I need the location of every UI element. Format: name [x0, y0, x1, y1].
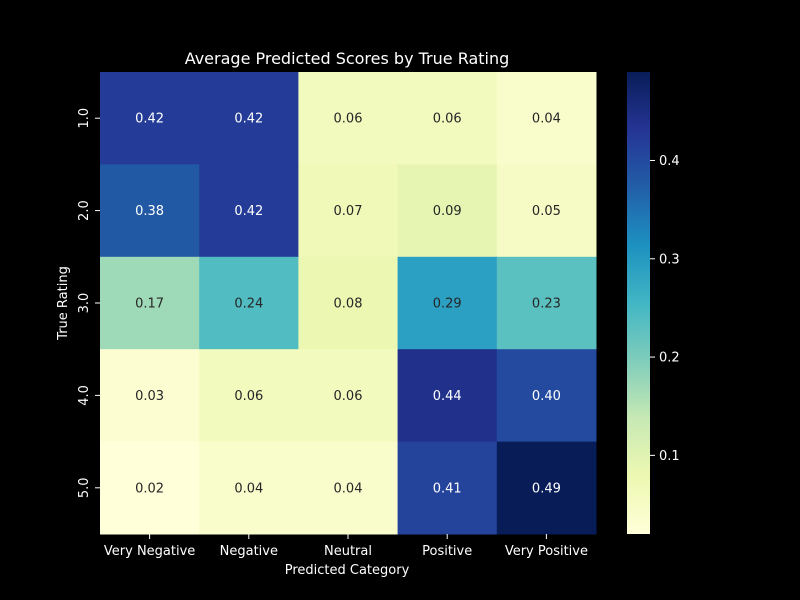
heatmap-cell [199, 72, 299, 165]
colorbar-tick-label: 0.4 [659, 154, 680, 169]
cell-value-label: 0.04 [234, 481, 263, 496]
cell-value-label: 0.02 [135, 481, 164, 496]
heatmap-cell [199, 256, 299, 350]
heatmap-cell [397, 164, 498, 258]
heatmap-cell [100, 72, 200, 165]
cell-value-label: 0.06 [334, 389, 363, 404]
heatmap-cell [199, 164, 299, 258]
heatmap-cell [496, 72, 597, 165]
x-axis: Very Negative Negative Neutral Positive Very… [104, 534, 588, 559]
heatmap-cell [298, 349, 399, 443]
colorbar-gradient [627, 72, 650, 534]
x-tick-label: Neutral [324, 544, 372, 559]
x-tick-label: Negative [220, 544, 278, 559]
y-tick-label: 5.0 [77, 477, 92, 498]
y-axis-label: True Rating [56, 266, 71, 341]
y-tick-label: 4.0 [77, 385, 92, 406]
colorbar-tick-label: 0.1 [659, 449, 680, 464]
cell-value-label: 0.38 [135, 204, 164, 219]
x-tick-label: Very Positive [505, 544, 588, 559]
cell-value-label: 0.04 [334, 481, 363, 496]
heatmap-cell [496, 349, 597, 443]
x-tick-label: Positive [422, 544, 472, 559]
heatmap-cell [199, 441, 299, 535]
colorbar-tick-label: 0.2 [659, 351, 680, 366]
cell-value-label: 0.17 [135, 297, 164, 312]
cell-value-label: 0.07 [334, 204, 363, 219]
y-axis: 1.0 2.0 3.0 4.0 5.0 [77, 108, 100, 498]
heatmap-cell [298, 441, 399, 535]
y-tick-label: 3.0 [77, 293, 92, 314]
cell-value-label: 0.49 [532, 481, 561, 496]
cell-value-label: 0.06 [234, 389, 263, 404]
cell-value-label: 0.42 [135, 112, 164, 127]
cell-value-label: 0.04 [532, 112, 561, 127]
cell-value-label: 0.40 [532, 389, 561, 404]
y-tick-label: 1.0 [77, 108, 92, 129]
heatmap-cell [397, 441, 498, 535]
colorbar: 0.1 0.2 0.3 0.4 [627, 72, 680, 534]
cell-value-label: 0.08 [334, 297, 363, 312]
heatmap-cell [100, 164, 200, 258]
x-tick-label: Very Negative [104, 544, 195, 559]
cell-value-label: 0.06 [433, 112, 462, 127]
cell-value-label: 0.09 [433, 204, 462, 219]
heatmap-cell [496, 164, 597, 258]
cell-value-label: 0.42 [234, 112, 263, 127]
heatmap-cell [397, 349, 498, 443]
cell-value-label: 0.44 [433, 389, 462, 404]
cell-value-label: 0.06 [334, 112, 363, 127]
heatmap-cells: 0.42 0.42 0.06 0.06 0.04 0.38 0.42 0.07 0.09 0.05… [100, 72, 597, 535]
heatmap-cell [496, 256, 597, 350]
heatmap-cell [298, 164, 399, 258]
heatmap-cell [100, 441, 200, 535]
heatmap-cell [397, 72, 498, 165]
heatmap-cell [298, 256, 399, 350]
cell-value-label: 0.29 [433, 297, 462, 312]
x-axis-label: Predicted Category [285, 563, 410, 578]
heatmap-cell [496, 441, 597, 535]
heatmap-cell [298, 72, 399, 165]
cell-value-label: 0.23 [532, 297, 561, 312]
colorbar-tick-label: 0.3 [659, 252, 680, 267]
cell-value-label: 0.41 [433, 481, 462, 496]
cell-value-label: 0.05 [532, 204, 561, 219]
heatmap-cell [199, 349, 299, 443]
heatmap-cell [100, 256, 200, 350]
chart-title: Average Predicted Scores by True Rating [185, 49, 510, 68]
cell-value-label: 0.03 [135, 389, 164, 404]
cell-value-label: 0.42 [234, 204, 263, 219]
cell-value-label: 0.24 [234, 297, 263, 312]
heatmap-cell [397, 256, 498, 350]
heatmap-cell [100, 349, 200, 443]
y-tick-label: 2.0 [77, 200, 92, 221]
